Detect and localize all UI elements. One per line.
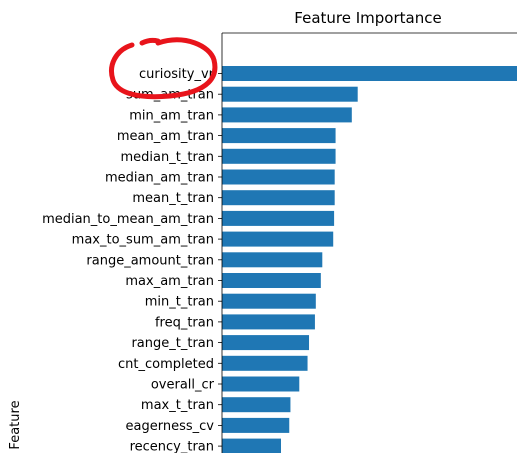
bar-max_am_tran [222,273,321,288]
y-tick-label: range_amount_tran [86,253,214,268]
bar-mean_t_tran [222,190,335,206]
y-tick-label: mean_am_tran [117,129,214,144]
bar-range_t_tran [222,335,310,351]
chart-title: Feature Importance [294,9,441,27]
bar-max_t_tran [222,397,291,413]
y-tick-label: max_to_sum_am_tran [72,233,214,248]
y-tick-label: recency_tran [130,440,214,453]
bar-overall_cr [222,376,300,392]
bar-median_am_tran [222,169,335,185]
bar-min_t_tran [222,293,316,309]
y-tick-label: min_t_tran [145,295,214,310]
y-tick-label: min_am_tran [129,108,214,123]
annotation-stroke-tail [139,37,161,46]
y-tick-label: curiosity_vr [139,67,215,82]
bar-max_to_sum_am_tran [222,231,334,247]
y-tick-label: freq_tran [155,315,214,330]
bar-curiosity_vr [222,66,517,81]
y-tick-label: eagerness_cv [126,419,215,434]
y-tick-label: median_t_tran [121,150,214,165]
bar-range_amount_tran [222,252,323,268]
bar-min_am_tran [222,107,352,123]
y-tick-label: mean_t_tran [132,191,214,206]
y-tick-group: curiosity_vrsum_am_tranmin_am_tranmean_a… [42,67,222,455]
bar-sum_am_tran [222,86,358,102]
y-tick-label: cnt_completed [118,357,214,372]
y-tick-label: range_t_tran [131,336,214,351]
bar-group [222,66,517,454]
bar-median_t_tran [222,148,336,164]
bar-eagerness_cv [222,417,290,433]
bar-mean_am_tran [222,128,336,144]
y-tick-label: median_am_tran [105,171,214,186]
bar-cnt_completed [222,355,308,371]
y-tick-label: max_am_tran [125,274,214,289]
hand-drawn-circle-annotation [109,37,218,100]
annotation-group [109,37,218,100]
y-tick-label: overall_cr [151,378,215,393]
axes-group [221,32,517,453]
bar-median_to_mean_am_tran [222,210,335,226]
y-tick-label: median_to_mean_am_tran [42,212,214,227]
bar-recency_tran [222,438,281,454]
y-axis-label: Feature [8,400,23,449]
bar-freq_tran [222,314,315,330]
y-tick-label: max_t_tran [141,398,214,413]
